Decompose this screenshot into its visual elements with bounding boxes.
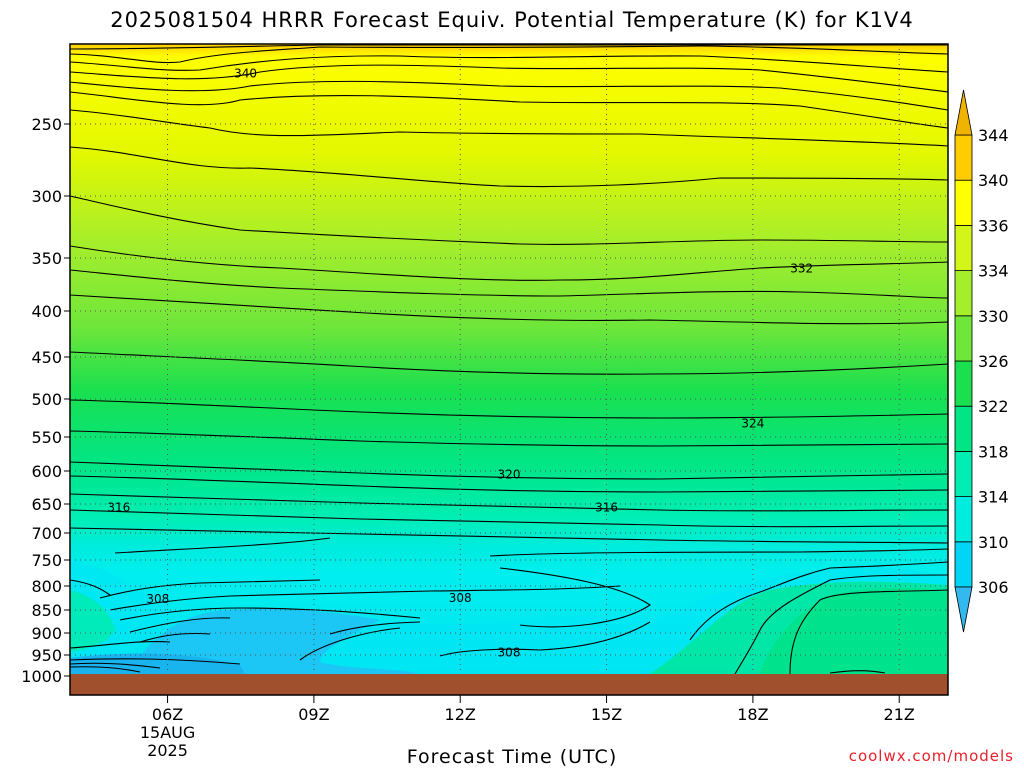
colorbar-label: 318 (978, 442, 1009, 461)
grid (70, 44, 948, 677)
y-tick-label: 800 (31, 577, 62, 596)
lowest-theta-pocket (130, 608, 420, 674)
x-tick-label: 12Z (445, 705, 476, 724)
colorbar-label: 336 (978, 216, 1009, 235)
y-tick-label: 1000 (21, 667, 62, 686)
x-tick-date-label: 2025 (147, 741, 188, 760)
colorbar-label: 326 (978, 352, 1009, 371)
colorbar-max-arrow (954, 89, 973, 136)
colorbar-segment (954, 496, 973, 543)
contour-lines (69, 44, 949, 675)
colorbar-segment (954, 179, 973, 226)
y-tick-label: 950 (31, 646, 62, 665)
y-tick-label: 650 (31, 495, 62, 514)
plot-field (70, 44, 948, 674)
contour-label: 340 (234, 67, 257, 81)
x-tick-label: 09Z (298, 705, 329, 724)
source-credit: coolwx.com/models (848, 747, 1014, 765)
colorbar-label: 330 (978, 307, 1009, 326)
right-green-plume (760, 587, 948, 674)
contour-label: 308 (146, 592, 169, 606)
x-tick-label: 06Z (152, 705, 183, 724)
colorbar-segment (954, 405, 973, 452)
contour-label: 324 (741, 416, 764, 430)
y-tick-label: 550 (31, 428, 62, 447)
x-tick-label: 21Z (884, 705, 915, 724)
left-low-level-moist (70, 590, 115, 652)
x-axis-label: Forecast Time (UTC) (406, 746, 618, 768)
y-tick-label: 250 (31, 115, 62, 134)
plot-frame (69, 43, 949, 696)
y-tick-label: 450 (31, 348, 62, 367)
y-tick-label: 500 (31, 390, 62, 409)
y-tick-label: 900 (31, 624, 62, 643)
y-tick-label: 850 (31, 601, 62, 620)
colorbar-segment (954, 360, 973, 407)
contour-label-text: 308 (498, 645, 521, 659)
colorbar-label: 310 (978, 533, 1009, 552)
y-axis: 250 300 350 400 450 500 550 600 650 700 750 800 850 9… (21, 115, 70, 686)
contour-label-text: 316 (595, 500, 618, 514)
colorbar-label: 314 (978, 488, 1009, 507)
contour-label-text: 320 (498, 467, 521, 481)
colorbar: 306 310 314 318 322 326 330 334 336 340 344 (954, 89, 1009, 633)
contour-label-text: 308 (449, 591, 472, 605)
colorbar-label: 322 (978, 397, 1009, 416)
colorbar-label: 334 (978, 262, 1009, 281)
contour-labels: 340 332 324 320 316 316 308 308 308 (107, 67, 813, 660)
contour-label-text: 324 (741, 416, 764, 430)
x-tick-label: 15Z (591, 705, 622, 724)
y-tick-label: 300 (31, 187, 62, 206)
y-tick-label: 600 (31, 462, 62, 481)
x-tick-label: 18Z (737, 705, 768, 724)
colorbar-segment (954, 541, 973, 588)
colorbar-segment (954, 270, 973, 317)
contour-label: 308 (498, 645, 521, 659)
colorbar-segment (954, 224, 973, 271)
contour-label: 332 (790, 262, 813, 276)
contour-label-text: 332 (790, 262, 813, 276)
colorbar-segment (954, 450, 973, 497)
contour-label: 320 (498, 467, 521, 481)
y-tick-label: 350 (31, 249, 62, 268)
colorbar-label: 306 (978, 578, 1009, 597)
contour-label: 316 (595, 500, 618, 514)
colorbar-segment (954, 134, 973, 181)
contour-label-text: 340 (234, 67, 257, 81)
x-tick-date-label: 15AUG (140, 723, 195, 742)
y-tick-label: 700 (31, 524, 62, 543)
colorbar-segment (954, 315, 973, 362)
surface-ground (70, 674, 948, 695)
contour-label: 308 (449, 591, 472, 605)
y-tick-label: 400 (31, 302, 62, 321)
chart-title: 2025081504 HRRR Forecast Equiv. Potentia… (110, 8, 914, 32)
contour-label-text: 308 (146, 592, 169, 606)
contour-label: 316 (107, 500, 130, 514)
colorbar-label: 340 (978, 171, 1009, 190)
colorbar-min-arrow (954, 586, 973, 633)
contour-label-text: 316 (107, 500, 130, 514)
colorbar-label: 344 (978, 126, 1009, 145)
y-tick-label: 750 (31, 551, 62, 570)
